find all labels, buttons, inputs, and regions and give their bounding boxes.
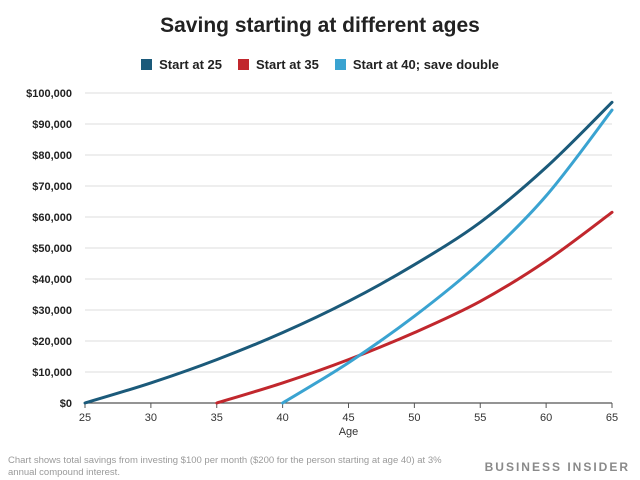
y-tick-label: $80,000 <box>32 150 72 162</box>
legend-item-start-25: Start at 25 <box>141 57 222 72</box>
chart-title: Saving starting at different ages <box>160 14 480 37</box>
legend-swatch-start-35 <box>238 59 250 70</box>
x-tick-label: 30 <box>145 412 157 424</box>
brand-logo-text: BUSINESS INSIDER <box>484 460 630 474</box>
y-tick-label: $90,000 <box>32 119 72 131</box>
legend-swatch-start-40 <box>334 59 346 70</box>
legend-item-start-35: Start at 35 <box>238 57 319 72</box>
legend-label-start-35: Start at 35 <box>256 57 319 72</box>
legend-label-start-25: Start at 25 <box>159 57 223 72</box>
x-tick-label: 65 <box>606 412 618 424</box>
y-tick-label: $60,000 <box>32 212 72 224</box>
y-tick-label: $10,000 <box>32 367 72 379</box>
y-tick-label: $20,000 <box>32 336 72 348</box>
x-tick-label: 40 <box>277 412 289 424</box>
series-line-start-25 <box>83 100 614 405</box>
x-tick-label: 45 <box>342 412 354 424</box>
x-tick-label: 35 <box>211 412 223 424</box>
y-tick-label: $100,000 <box>26 88 72 100</box>
y-tick-label: $0 <box>60 398 72 410</box>
x-tick-label: 50 <box>408 412 420 424</box>
series-line-start-35 <box>215 210 614 405</box>
chart-footnote: Chart shows total savings from investing… <box>8 455 442 478</box>
y-tick-label: $70,000 <box>32 181 72 193</box>
chart-legend: Start at 25 Start at 35 Start at 40; sav… <box>0 57 640 72</box>
y-tick-label: $40,000 <box>32 274 72 286</box>
x-tick-label: 55 <box>474 412 486 424</box>
legend-swatch-start-25 <box>141 59 153 70</box>
x-tick-label: 25 <box>79 412 91 424</box>
y-tick-label: $30,000 <box>32 305 72 317</box>
series-line-start-40-double <box>281 108 614 405</box>
legend-item-start-40: Start at 40; save double <box>334 57 499 72</box>
y-tick-label: $50,000 <box>32 243 72 255</box>
x-axis-title: Age <box>339 426 359 438</box>
x-tick-label: 60 <box>540 412 552 424</box>
legend-label-start-40: Start at 40; save double <box>352 57 499 72</box>
